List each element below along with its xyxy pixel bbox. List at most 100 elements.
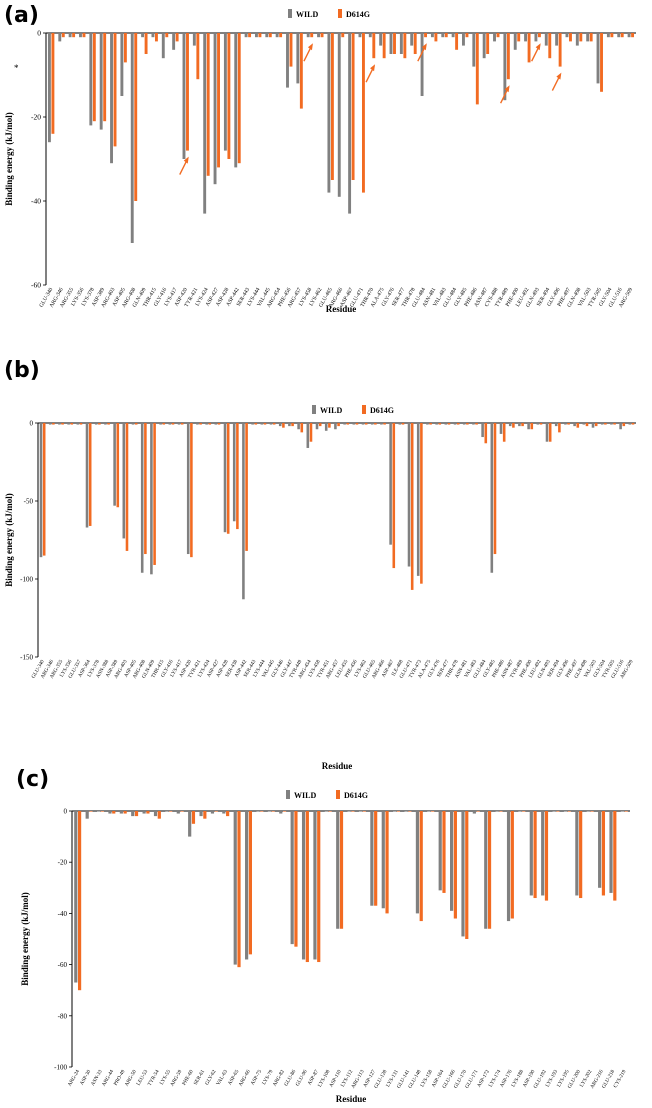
bar-wild [482,33,486,59]
bar-d614g [144,423,147,555]
bar-wild [610,423,613,425]
bar-wild [518,423,521,427]
arrow-head [183,156,189,164]
chart-panel-3: (c) WILD D614G 0 -20 -40 -60 -80 -100 Binding ene… [16,767,630,1104]
legend-label: WILD [320,406,342,415]
bar-d614g [396,811,401,812]
bar-d614g [309,423,313,442]
bar-wild [278,423,282,427]
bar-d614g [180,423,184,425]
bar-wild [343,423,346,425]
bar-d614g [271,811,275,812]
bar-wild [297,423,300,430]
bar-wild [598,811,602,888]
bar-wild [627,33,631,38]
y-tick-label: -80 [58,1012,68,1020]
bar-d614g [382,33,386,59]
bar-wild [244,33,248,38]
bar-wild [534,33,538,42]
bar-wild [462,33,465,46]
bar-wild [104,423,107,425]
x-axis-label: Residue [326,304,357,314]
arrow-head [421,43,427,51]
panel-label: (a) [4,3,39,28]
bar-wild [575,33,579,46]
bar-wild [94,423,98,425]
bar-wild [545,423,549,442]
bar-d614g [180,811,184,812]
bar-wild [398,423,402,425]
bar-d614g [420,423,423,584]
bar-wild [286,33,289,88]
bar-wild [242,423,245,600]
bar-wild [450,811,454,911]
bar-wild [358,811,363,812]
bar-d614g [79,423,83,425]
bar-d614g [61,423,64,425]
bar-wild [279,811,283,814]
bar-wild [541,811,545,896]
bar-wild [39,423,43,558]
bar-wild [67,423,70,425]
bar-wild [407,423,411,567]
bar-wild [89,33,93,126]
bar-wild [536,423,540,425]
bar-wild [620,811,625,812]
bar-d614g [61,33,65,38]
bar-d614g [499,811,503,812]
legend-swatch [312,405,316,414]
bar-wild [120,33,124,96]
bar-wild [389,33,393,54]
bar-wild [119,811,123,814]
bar-d614g [410,423,414,590]
bar-wild [462,423,466,425]
bar-d614g [282,423,285,428]
bar-wild [267,811,271,812]
bar-wild [461,811,465,937]
bar-wild [223,423,227,533]
bar-wild [182,33,186,159]
x-axis-label: Residue [322,761,353,771]
bar-wild [79,33,82,38]
bar-wild [301,811,306,960]
legend-label: WILD [296,10,318,19]
bar-d614g [576,423,580,428]
bar-wild [96,811,101,812]
bar-wild [508,423,512,427]
bar-d614g [134,811,139,817]
bar-wild [306,33,310,38]
bar-d614g [279,33,283,38]
legend-swatch [362,405,366,414]
bar-wild [472,423,475,425]
bar-d614g [548,423,552,442]
bar-wild [347,811,351,812]
bar-wild [628,423,632,425]
bar-d614g [585,423,589,427]
bar-d614g [337,423,340,427]
bar-wild [503,33,507,101]
bar-d614g [217,33,220,168]
bar-wild [389,423,392,545]
bar-d614g [134,33,138,201]
bar-d614g [351,811,355,812]
bar-d614g [556,811,560,812]
bar-d614g [196,33,200,80]
bar-d614g [385,811,389,914]
bar-d614g [289,33,293,67]
bar-wild [575,811,579,896]
bar-d614g [579,33,583,42]
bar-d614g [317,811,321,963]
bar-wild [172,33,176,50]
bar-wild [254,33,258,38]
bar-wild [565,33,569,38]
bar-d614g [165,33,169,38]
bar-wild [203,33,207,214]
bar-wild [495,811,499,812]
bar-wild [524,33,528,42]
bar-wild [153,811,158,817]
bar-wild [131,811,135,817]
bar-wild [48,423,52,425]
bar-d614g [362,33,365,193]
bar-wild [490,423,494,573]
